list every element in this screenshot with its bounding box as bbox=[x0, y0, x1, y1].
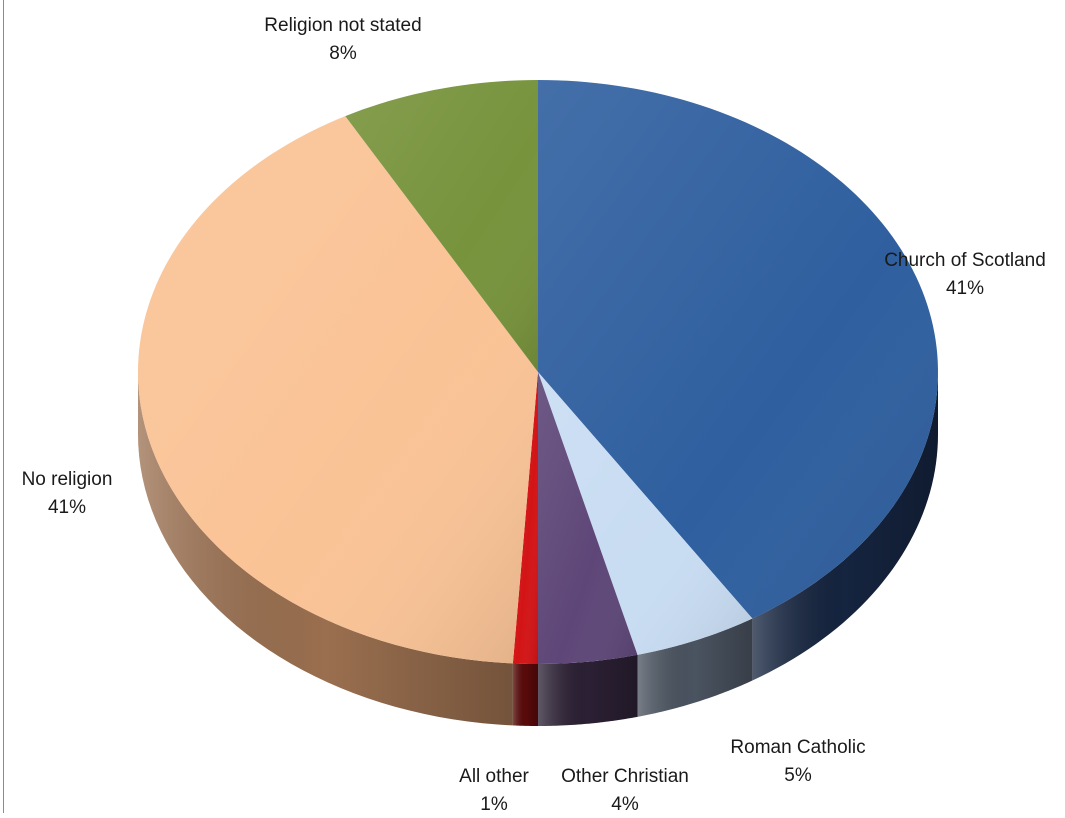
data-label-no-religion: No religion 41% bbox=[22, 469, 113, 518]
pie-slice-sheen-0 bbox=[538, 80, 938, 619]
data-label-percent: 8% bbox=[329, 43, 357, 64]
data-label-percent: 4% bbox=[611, 794, 639, 813]
data-label-percent: 41% bbox=[946, 278, 984, 299]
data-label-religion-not-stated: Religion not stated 8% bbox=[264, 15, 421, 64]
data-label-percent: 1% bbox=[480, 794, 508, 813]
pie-slice-sheen-1 bbox=[538, 372, 753, 655]
pie-slice-sheen-4 bbox=[138, 116, 538, 664]
data-label-category: Other Christian bbox=[561, 766, 689, 787]
data-label-all-other: All other 1% bbox=[459, 766, 529, 813]
data-label-category: Roman Catholic bbox=[730, 737, 865, 758]
pie-slice-sheen-2 bbox=[538, 372, 638, 664]
data-label-category: Church of Scotland bbox=[884, 250, 1046, 271]
data-label-percent: 5% bbox=[784, 765, 812, 786]
data-label-category: Religion not stated bbox=[264, 15, 421, 36]
data-label-other-christian: Other Christian 4% bbox=[561, 766, 689, 813]
pie-slice-side-shade-4 bbox=[138, 372, 513, 726]
pie-slice-side-shade-1 bbox=[637, 618, 753, 717]
data-label-roman-catholic: Roman Catholic 5% bbox=[730, 737, 865, 786]
pie-slice-sheen-5 bbox=[345, 80, 538, 372]
data-label-church-of-scotland: Church of Scotland 41% bbox=[884, 250, 1046, 299]
chart-border bbox=[3, 0, 4, 813]
pie-slice-sheen-3 bbox=[512, 372, 538, 664]
data-label-category: No religion bbox=[22, 469, 113, 490]
pie-slice-side-shade-2 bbox=[538, 654, 638, 726]
data-label-category: All other bbox=[459, 766, 529, 787]
pie-slice-side-shade-3 bbox=[512, 663, 538, 726]
pie-slice-side-shade-0 bbox=[752, 372, 938, 681]
data-label-percent: 41% bbox=[48, 497, 86, 518]
